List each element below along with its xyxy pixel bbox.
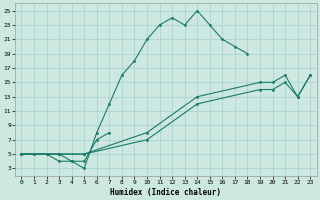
X-axis label: Humidex (Indice chaleur): Humidex (Indice chaleur) xyxy=(110,188,221,197)
